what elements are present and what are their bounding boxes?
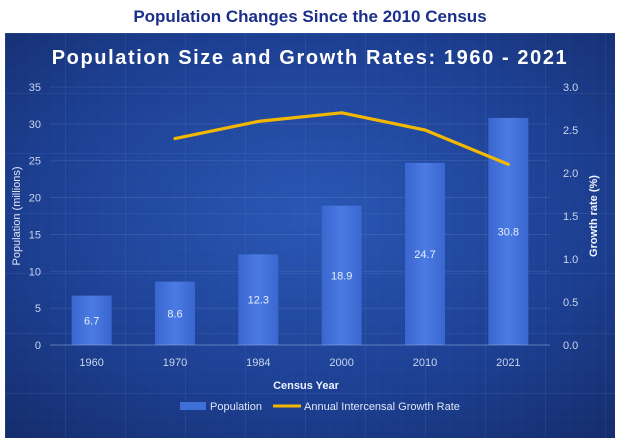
bar-value-label: 6.7	[84, 315, 99, 327]
chart: Population Size and Growth Rates: 1960 -…	[5, 33, 615, 438]
growth-rate-line	[173, 111, 510, 166]
y2-axis-label: Growth rate (%)	[588, 175, 600, 257]
y-tick-label: 25	[29, 156, 41, 168]
bar-population	[488, 117, 529, 346]
x-tick-label: 2000	[329, 357, 353, 369]
x-tick-label: 1960	[79, 357, 103, 369]
growth-line	[173, 111, 510, 166]
chart-title: Population Size and Growth Rates: 1960 -…	[52, 47, 569, 69]
y-tick-label: 35	[29, 82, 41, 94]
legend-label-population: Population	[210, 401, 262, 413]
y-tick-label: 30	[29, 119, 41, 131]
y2-tick-label: 0.5	[563, 297, 578, 309]
y-tick-label: 15	[29, 229, 41, 241]
gridlines	[50, 86, 550, 309]
y-tick-label: 10	[29, 266, 41, 278]
bar-labels: 6.7 8.6 12.3 18.9 24.7 30.8	[84, 226, 519, 327]
y2-axis-ticks: 0.0 0.5 1.0 1.5 2.0 2.5 3.0	[563, 82, 578, 352]
y2-tick-label: 3.0	[563, 82, 578, 94]
bar-value-label: 8.6	[167, 308, 182, 320]
bars	[71, 117, 529, 346]
bar-population	[321, 205, 362, 345]
x-tick-label: 2021	[496, 357, 520, 369]
x-axis-label: Census Year	[273, 380, 340, 392]
x-tick-label: 1984	[246, 357, 270, 369]
x-axis-ticks: 1960 1970 1984 2000 2010 2021	[79, 357, 520, 369]
x-tick-label: 1970	[163, 357, 187, 369]
y2-tick-label: 2.5	[563, 125, 578, 137]
y2-tick-label: 1.5	[563, 211, 578, 223]
y2-tick-label: 2.0	[563, 168, 578, 180]
y2-tick-label: 1.0	[563, 254, 578, 266]
y-tick-label: 20	[29, 193, 41, 205]
y-tick-label: 5	[35, 303, 41, 315]
y-axis-ticks: 0 5 10 15 20 25 30 35	[29, 82, 41, 352]
page-title: Population Changes Since the 2010 Census	[133, 7, 487, 26]
bar-value-label: 24.7	[414, 249, 435, 261]
y-tick-label: 0	[35, 340, 41, 352]
bar-value-label: 30.8	[498, 226, 519, 238]
legend-label-growth-rate: Annual Intercensal Growth Rate	[304, 401, 460, 413]
bar-population	[71, 295, 112, 345]
y-axis-label: Population (millions)	[11, 166, 23, 265]
bar-population	[155, 281, 195, 345]
bar-population	[238, 254, 279, 345]
y2-tick-label: 0.0	[563, 340, 578, 352]
x-tick-label: 2010	[413, 357, 437, 369]
legend: Population Annual Intercensal Growth Rat…	[180, 401, 460, 413]
legend-swatch-population	[180, 402, 206, 410]
bar-value-label: 12.3	[248, 295, 269, 307]
bar-value-label: 18.9	[331, 270, 352, 282]
bar-population	[405, 162, 445, 345]
